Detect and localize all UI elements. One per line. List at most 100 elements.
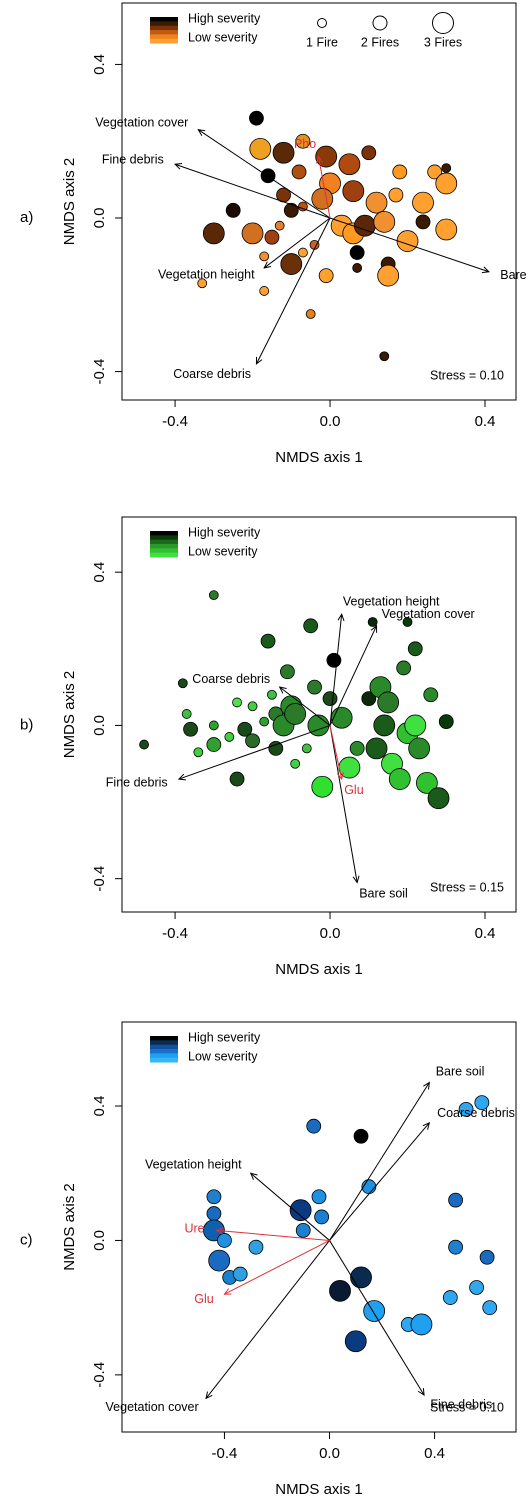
y-axis-label: NMDS axis 2: [61, 671, 78, 759]
plot-frame: [121, 1021, 517, 1433]
point: [284, 703, 307, 725]
vector: [329, 725, 343, 780]
point: [367, 617, 378, 627]
severity-swatch: [150, 34, 178, 40]
point: [298, 201, 308, 212]
legend-label: Low severity: [188, 30, 258, 44]
point: [442, 1290, 458, 1305]
arrow-head: [352, 875, 360, 884]
vector-label: Vegetation cover: [382, 607, 475, 621]
vector: [224, 1239, 330, 1295]
arrow-head: [249, 1172, 258, 1180]
severity-swatch: [150, 1044, 178, 1050]
point: [377, 264, 400, 287]
legend-label: High severity: [188, 1030, 261, 1044]
y-tick-label: -0.4: [91, 866, 108, 892]
point: [392, 164, 408, 180]
size-legend-marker: [432, 12, 454, 34]
legend-label: Low severity: [188, 1049, 258, 1063]
vector: [329, 1240, 425, 1396]
point: [247, 701, 258, 712]
severity-swatch: [150, 1040, 178, 1046]
point: [330, 706, 353, 729]
arrow-head: [215, 1227, 224, 1235]
vector-label: Vegetation cover: [95, 115, 188, 129]
point: [342, 180, 365, 203]
point: [427, 164, 443, 180]
plot-frame: [121, 516, 517, 913]
point: [377, 691, 400, 714]
point: [311, 187, 334, 210]
legend-label: High severity: [188, 525, 261, 539]
point: [264, 229, 280, 245]
point: [361, 691, 377, 707]
severity-swatch: [150, 1036, 178, 1041]
arrow-head: [481, 266, 490, 274]
point: [365, 737, 388, 760]
point: [303, 618, 319, 634]
vector-label: Vegetation height: [145, 1158, 242, 1172]
vector-label: Vegetation cover: [106, 1400, 199, 1414]
point: [183, 721, 198, 737]
vector: [329, 1082, 430, 1241]
y-tick-label: 0.4: [91, 562, 108, 583]
point: [305, 309, 316, 319]
point: [249, 110, 264, 126]
point: [315, 145, 338, 168]
x-tick-label: 0.0: [320, 413, 341, 430]
point: [259, 286, 270, 296]
point: [259, 251, 270, 262]
panel-label: c): [20, 1231, 33, 1248]
point: [237, 721, 253, 737]
vector: [329, 217, 490, 273]
point: [363, 1300, 386, 1322]
x-tick-label: 0.4: [475, 925, 496, 942]
point: [410, 1313, 433, 1336]
severity-swatch: [150, 30, 178, 35]
point: [260, 168, 276, 184]
panel-label: b): [20, 716, 33, 733]
point: [208, 590, 219, 601]
point: [349, 741, 365, 756]
vector-label: Coarse debris: [173, 367, 251, 381]
point: [307, 714, 330, 737]
point: [280, 664, 295, 680]
arrow-head: [223, 1288, 232, 1295]
x-tick-label: -0.4: [162, 413, 188, 430]
point: [353, 1128, 369, 1144]
severity-swatch: [150, 21, 178, 27]
point: [322, 691, 338, 707]
y-tick-label: 0.4: [91, 1096, 108, 1117]
vector: [317, 156, 331, 219]
vector: [250, 1172, 330, 1241]
arrow-head: [316, 155, 323, 164]
y-tick-label: -0.4: [91, 1362, 108, 1388]
point: [260, 633, 276, 649]
panel: a) -0.4 0.0 0.4 -0.4 0.0 0.4 NMDS axis 1 NMDS ax…: [20, 2, 528, 466]
vector: [174, 163, 331, 219]
x-tick-label: 0.0: [320, 925, 341, 942]
point: [415, 214, 431, 230]
point: [193, 747, 204, 758]
vector-label: Fine debris: [430, 1398, 492, 1412]
point: [232, 697, 242, 708]
vector-label: Bare soil: [359, 887, 408, 901]
severity-swatch: [150, 535, 178, 541]
point: [326, 652, 342, 668]
point: [407, 641, 423, 657]
panel: c) -0.4 0.0 0.4 -0.4 0.0 0.4 NMDS axis 1 NMDS ax…: [20, 1021, 517, 1498]
size-legend-label: 3 Fires: [424, 35, 462, 49]
point: [202, 222, 225, 245]
point: [349, 245, 365, 260]
arrow-head: [263, 261, 272, 269]
size-legend-label: 2 Fires: [361, 35, 399, 49]
y-tick-label: 0.0: [91, 715, 108, 736]
point: [354, 214, 376, 237]
point: [352, 263, 363, 273]
point: [318, 268, 334, 284]
point: [415, 771, 438, 794]
point: [181, 709, 192, 719]
arrow-head: [423, 1081, 430, 1090]
